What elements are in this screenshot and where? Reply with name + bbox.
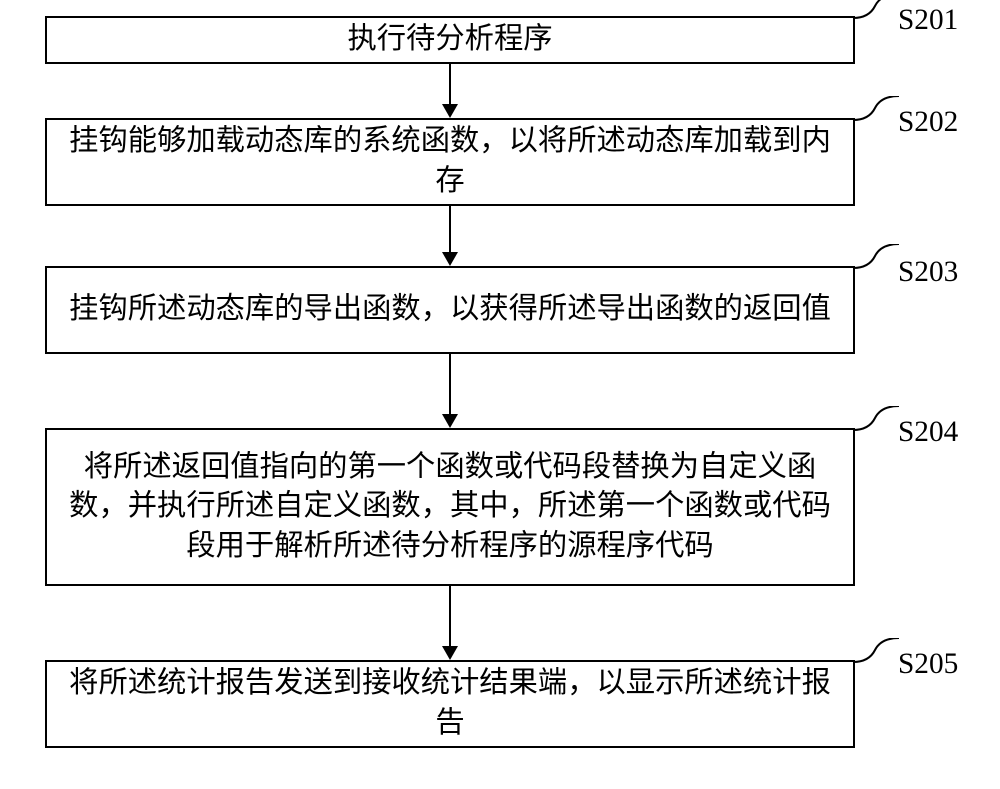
flowchart-step-label: S205 [898,648,958,681]
flowchart-node-leader [853,0,899,22]
flowchart-step-label: S201 [898,4,958,37]
flowchart-node: 将所述统计报告发送到接收统计结果端，以显示所述统计报告 [45,660,855,748]
flowchart-node: 挂钩所述动态库的导出函数，以获得所述导出函数的返回值 [45,266,855,354]
flowchart-step-label: S204 [898,416,958,449]
flowchart-step-label: S202 [898,106,958,139]
flowchart-node: 执行待分析程序 [45,16,855,64]
flowchart-node: 将所述返回值指向的第一个函数或代码段替换为自定义函数，并执行所述自定义函数，其中… [45,428,855,586]
flowchart-node-text: 将所述统计报告发送到接收统计结果端，以显示所述统计报告 [65,664,835,743]
flowchart-node-leader [853,406,899,434]
flowchart-node-text: 挂钩能够加载动态库的系统函数，以将所述动态库加载到内存 [65,122,835,201]
flowchart-node-leader [853,96,899,124]
flowchart-node-text: 执行待分析程序 [347,20,552,60]
flowchart-node: 挂钩能够加载动态库的系统函数，以将所述动态库加载到内存 [45,118,855,206]
flowchart-node-text: 挂钩所述动态库的导出函数，以获得所述导出函数的返回值 [69,290,831,330]
flowchart-node-text: 将所述返回值指向的第一个函数或代码段替换为自定义函数，并执行所述自定义函数，其中… [65,448,835,567]
flowchart-step-label: S203 [898,256,958,289]
flowchart-node-leader [853,638,899,666]
flowchart-canvas: 执行待分析程序 S201 挂钩能够加载动态库的系统函数，以将所述动态库加载到内存 S2… [0,0,1000,789]
flowchart-node-leader [853,244,899,272]
